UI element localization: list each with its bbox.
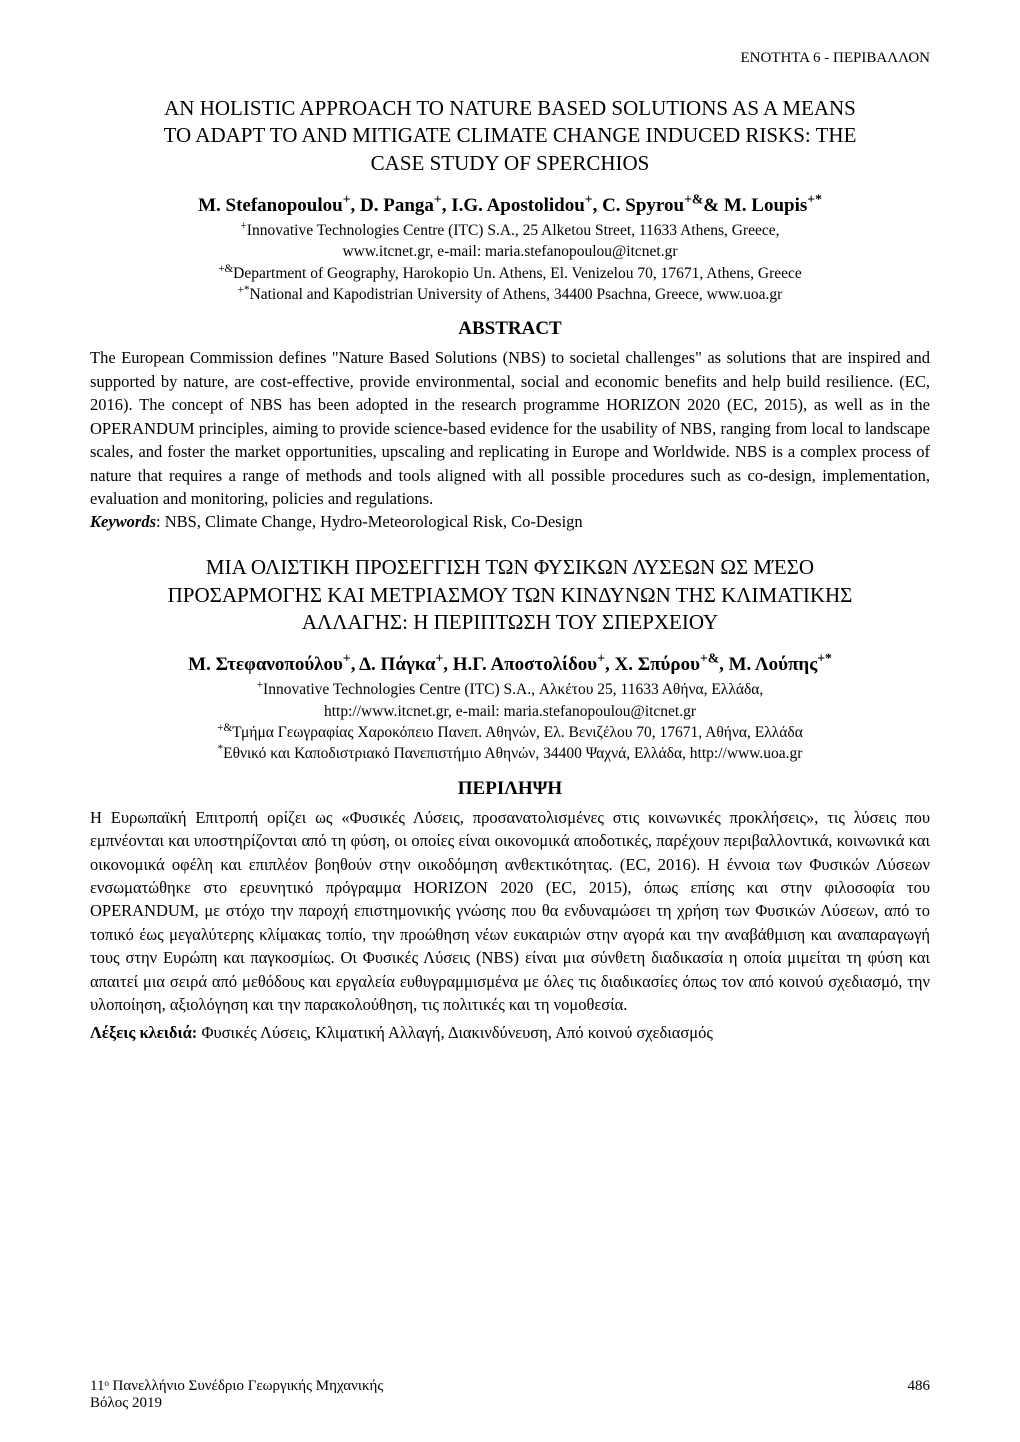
title-gr-line1: ΜΙΑ ΟΛΙΣΤΙΚΗ ΠΡΟΣΕΓΓΙΣΗ ΤΩΝ ΦΥΣΙΚΩΝ ΛΥΣΕ… <box>206 555 814 579</box>
keywords-label-en: Keywords <box>90 512 156 531</box>
title-en-line1: AN HOLISTIC APPROACH TO NATURE BASED SOL… <box>164 96 856 120</box>
abstract-head-gr: ΠΕΡΙΛΗΨΗ <box>90 778 930 800</box>
abstract-body-en: The European Commission defines "Nature … <box>90 346 930 510</box>
abstract-head-en: ABSTRACT <box>90 318 930 340</box>
header-section-label: ΕΝΟΤΗΤΑ 6 - ΠΕΡΙΒΑΛΛΟΝ <box>90 50 930 67</box>
affil-gr-1a: +Innovative Technologies Centre (ITC) S.… <box>90 680 930 699</box>
footer-line1: 11ᵒ Πανελλήνιο Συνέδριο Γεωργικής Μηχανι… <box>90 1378 930 1395</box>
title-greek: ΜΙΑ ΟΛΙΣΤΙΚΗ ΠΡΟΣΕΓΓΙΣΗ ΤΩΝ ΦΥΣΙΚΩΝ ΛΥΣΕ… <box>90 554 930 636</box>
page-number: 486 <box>908 1378 931 1395</box>
affil-gr-2: +&Τμήμα Γεωγραφίας Χαροκόπειο Πανεπ. Αθη… <box>90 723 930 742</box>
keywords-label-gr: Λέξεις κλειδιά: <box>90 1023 197 1042</box>
affil-gr-1b: http://www.itcnet.gr, e-mail: maria.stef… <box>90 702 930 721</box>
page: ΕΝΟΤΗΤΑ 6 - ΠΕΡΙΒΑΛΛΟΝ AN HOLISTIC APPRO… <box>0 0 1020 1442</box>
affil-en-1b: www.itcnet.gr, e-mail: maria.stefanopoul… <box>90 242 930 261</box>
affil-gr-3: *Εθνικό και Καποδιστριακό Πανεπιστήμιο Α… <box>90 744 930 763</box>
keywords-text-en: : NBS, Climate Change, Hydro-Meteorologi… <box>156 512 583 531</box>
keywords-text-gr: Φυσικές Λύσεις, Κλιματική Αλλαγή, Διακιν… <box>197 1023 713 1042</box>
keywords-en: Keywords: NBS, Climate Change, Hydro-Met… <box>90 512 930 532</box>
footer-line2: Βόλος 2019 <box>90 1395 930 1412</box>
title-english: AN HOLISTIC APPROACH TO NATURE BASED SOL… <box>90 95 930 177</box>
title-gr-line3: ΑΛΛΑΓΗΣ: Η ΠΕΡΙΠΤΩΣΗ ΤΟΥ ΣΠΕΡΧΕΙΟΥ <box>302 610 718 634</box>
affil-en-1a: +Innovative Technologies Centre (ITC) S.… <box>90 221 930 240</box>
keywords-gr: Λέξεις κλειδιά: Φυσικές Λύσεις, Κλιματικ… <box>90 1023 930 1043</box>
abstract-body-gr: Η Ευρωπαϊκή Επιτροπή ορίζει ως «Φυσικές … <box>90 806 930 1017</box>
affil-en-2: +&Department of Geography, Harokopio Un.… <box>90 264 930 283</box>
title-en-line2: TO ADAPT TO AND MITIGATE CLIMATE CHANGE … <box>164 123 857 147</box>
authors-english: M. Stefanopoulou+, D. Panga+, I.G. Apost… <box>90 195 930 217</box>
title-en-line3: CASE STUDY OF SPERCHIOS <box>371 151 650 175</box>
authors-greek: Μ. Στεφανοπούλου+, Δ. Πάγκα+, Η.Γ. Αποστ… <box>90 654 930 676</box>
affil-en-3: +*National and Kapodistrian University o… <box>90 285 930 304</box>
footer: 486 11ᵒ Πανελλήνιο Συνέδριο Γεωργικής Μη… <box>90 1378 930 1412</box>
title-gr-line2: ΠΡΟΣΑΡΜΟΓΗΣ ΚΑΙ ΜΕΤΡΙΑΣΜΟΥ ΤΩΝ ΚΙΝΔΥΝΩΝ … <box>168 583 853 607</box>
